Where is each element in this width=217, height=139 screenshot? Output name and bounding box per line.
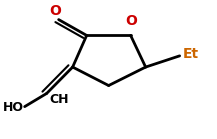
Text: HO: HO xyxy=(3,101,24,114)
Text: CH: CH xyxy=(50,93,69,106)
Text: Et: Et xyxy=(183,47,199,61)
Text: O: O xyxy=(50,4,62,18)
Text: O: O xyxy=(126,14,138,28)
